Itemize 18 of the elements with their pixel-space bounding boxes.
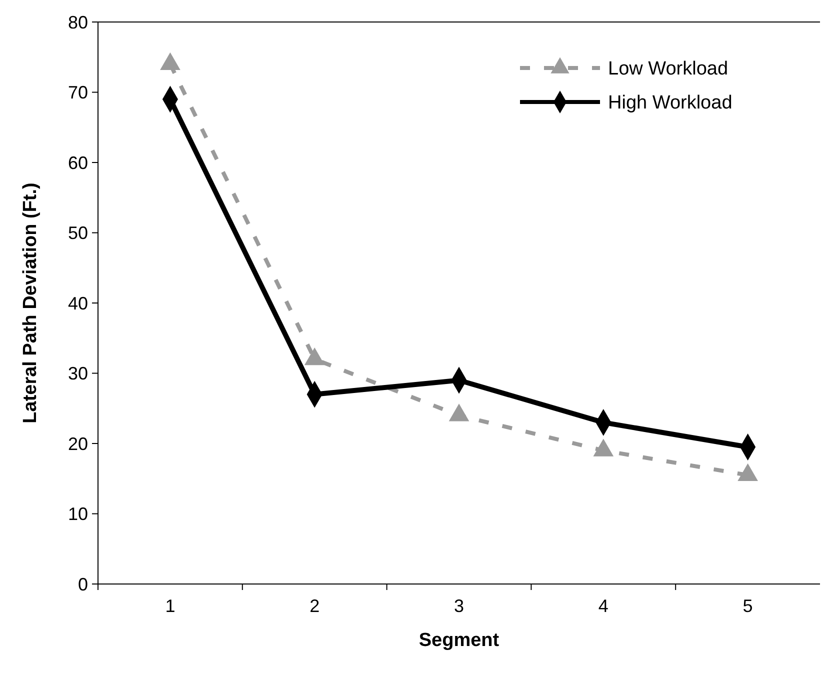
legend-label: Low Workload bbox=[608, 58, 728, 80]
y-tick-label: 10 bbox=[68, 504, 88, 524]
x-axis-title: Segment bbox=[418, 630, 500, 651]
x-tick-label: 5 bbox=[742, 596, 753, 616]
x-tick-label: 3 bbox=[454, 596, 464, 616]
x-tick-label: 2 bbox=[310, 596, 320, 616]
x-tick-label: 4 bbox=[598, 596, 608, 616]
y-tick-label: 80 bbox=[68, 12, 88, 32]
x-tick-label: 1 bbox=[165, 596, 176, 616]
y-tick-label: 60 bbox=[68, 152, 88, 173]
y-axis-title: Lateral Path Deviation (Ft.) bbox=[20, 182, 41, 424]
legend-label: High Workload bbox=[608, 92, 732, 114]
y-tick-label: 0 bbox=[78, 574, 88, 594]
y-tick-label: 30 bbox=[68, 364, 88, 384]
y-tick-label: 40 bbox=[68, 293, 88, 314]
y-tick-label: 70 bbox=[68, 82, 88, 103]
y-tick-label: 20 bbox=[68, 434, 88, 454]
y-tick-label: 50 bbox=[68, 223, 88, 244]
